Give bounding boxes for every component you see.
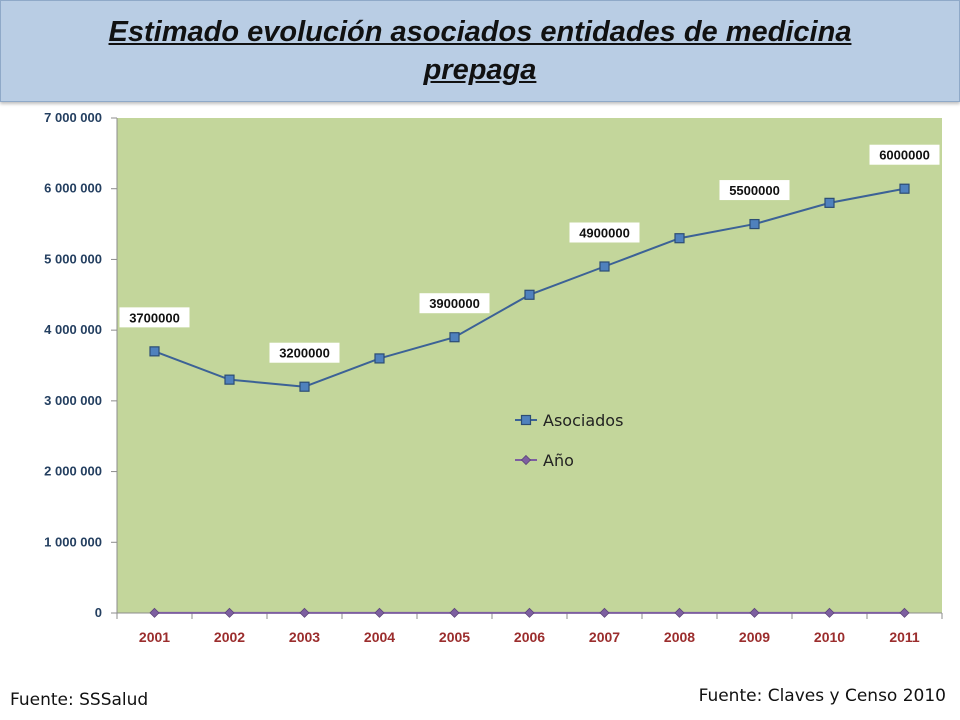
data-label-box bbox=[869, 144, 940, 165]
x-tick-label: 2010 bbox=[814, 629, 845, 645]
point-asociados bbox=[374, 353, 385, 364]
point-asociados bbox=[674, 233, 685, 244]
point-asociados bbox=[824, 197, 835, 208]
data-label-box bbox=[719, 180, 790, 201]
legend: Asociados Año bbox=[515, 411, 623, 470]
data-label-box bbox=[119, 307, 190, 328]
data-label-box bbox=[569, 222, 640, 243]
source-note-left: Fuente: SSSalud bbox=[10, 690, 149, 710]
x-tick-label: 2004 bbox=[364, 629, 395, 645]
data-label: 3200000 bbox=[279, 346, 330, 361]
x-tick-label: 2008 bbox=[664, 629, 695, 645]
data-label: 5500000 bbox=[729, 183, 780, 198]
x-tick-label: 2005 bbox=[439, 629, 470, 645]
point-asociados bbox=[224, 374, 235, 385]
y-tick-label: 5 000 000 bbox=[44, 251, 102, 266]
legend-label-anio: Año bbox=[543, 451, 574, 470]
point-anio bbox=[299, 607, 310, 618]
point-anio bbox=[149, 607, 160, 618]
data-label: 3700000 bbox=[129, 310, 180, 325]
point-asociados bbox=[524, 289, 535, 300]
point-asociados bbox=[599, 261, 610, 272]
point-anio bbox=[449, 607, 460, 618]
plot-area bbox=[117, 118, 942, 613]
y-tick-label: 6 000 000 bbox=[44, 181, 102, 196]
legend-marker-asociados bbox=[520, 414, 532, 426]
y-tick-label: 3 000 000 bbox=[44, 393, 102, 408]
x-tick-label: 2009 bbox=[739, 629, 770, 645]
point-anio bbox=[899, 607, 910, 618]
x-tick-label: 2003 bbox=[289, 629, 320, 645]
point-asociados bbox=[899, 183, 910, 194]
y-tick-label: 4 000 000 bbox=[44, 322, 102, 337]
line-chart: 2001 2002 2003 2004 2005 2006 2007 2008 2009 2010… bbox=[44, 110, 943, 645]
x-tick-label: 2002 bbox=[214, 629, 245, 645]
point-anio bbox=[749, 607, 760, 618]
legend-label-asociados: Asociados bbox=[543, 411, 623, 430]
point-asociados bbox=[749, 218, 760, 230]
point-anio bbox=[524, 607, 535, 618]
x-tick-label: 2007 bbox=[589, 629, 620, 645]
source-note-right: Fuente: Claves y Censo 2010 bbox=[698, 686, 946, 706]
chart-title: Estimado evolución asociados entidades d… bbox=[108, 16, 852, 86]
point-anio bbox=[824, 607, 835, 618]
x-tick-label: 2001 bbox=[139, 629, 170, 645]
data-label-box bbox=[419, 293, 490, 314]
point-anio bbox=[224, 607, 235, 618]
data-label: 6000000 bbox=[879, 148, 930, 163]
x-tick-label: 2011 bbox=[889, 629, 920, 645]
data-label-box bbox=[269, 342, 340, 363]
data-label: 4900000 bbox=[579, 226, 630, 241]
point-asociados bbox=[449, 332, 460, 343]
point-anio bbox=[599, 607, 610, 618]
y-tick-label: 0 bbox=[95, 605, 102, 620]
point-asociados bbox=[299, 381, 310, 392]
legend-marker-anio bbox=[520, 454, 532, 466]
point-asociados bbox=[149, 346, 160, 357]
point-anio bbox=[374, 607, 385, 618]
y-tick-label: 7 000 000 bbox=[44, 110, 102, 125]
y-tick-label: 1 000 000 bbox=[44, 534, 102, 549]
y-tick-label: 2 000 000 bbox=[44, 464, 102, 479]
title-band: Estimado evolución asociados entidades d… bbox=[0, 0, 960, 102]
x-tick-label: 2006 bbox=[514, 629, 545, 645]
data-label: 3900000 bbox=[429, 296, 480, 311]
point-anio bbox=[674, 607, 685, 618]
